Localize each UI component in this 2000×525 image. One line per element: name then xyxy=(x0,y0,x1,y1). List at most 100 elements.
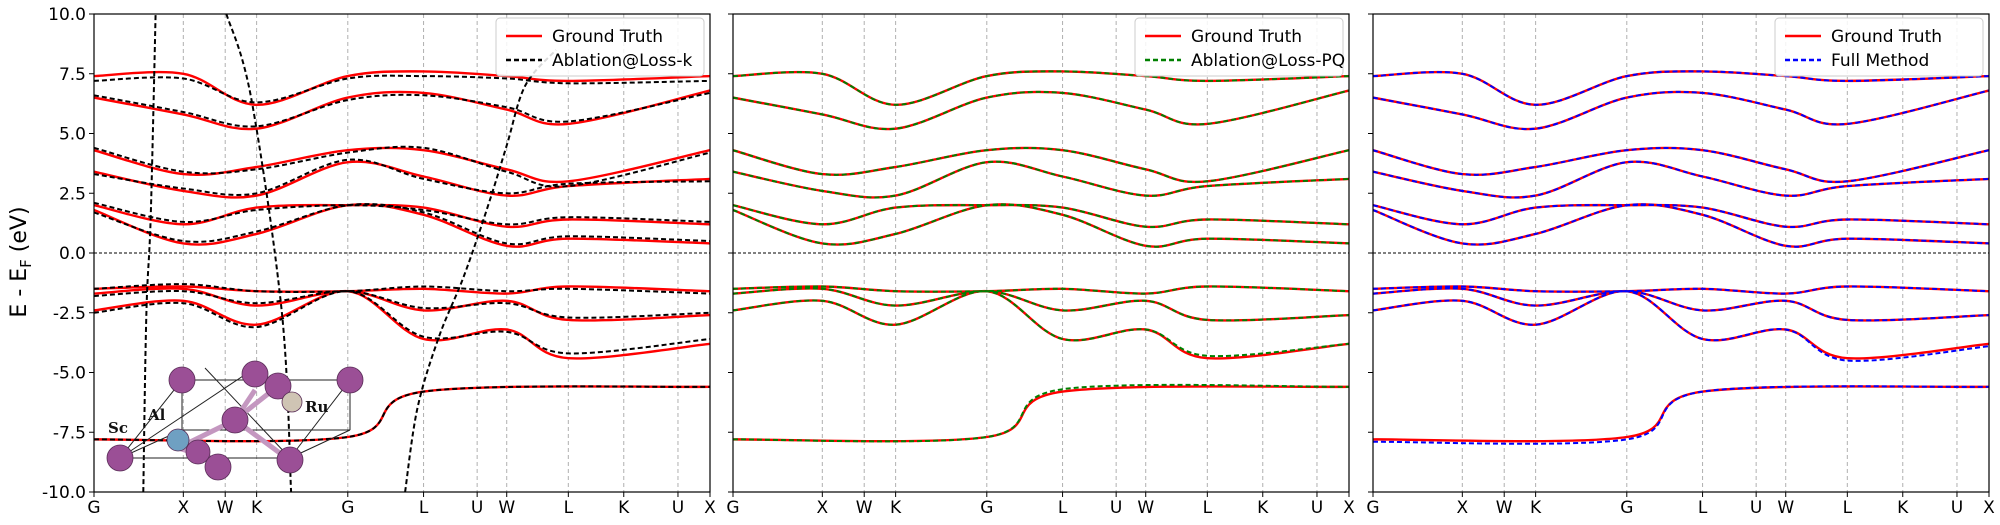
y-tick-label: -7.5 xyxy=(53,423,86,443)
legend-box xyxy=(495,17,705,77)
x-tick-label: L xyxy=(1058,498,1068,518)
model-band xyxy=(94,158,710,196)
model-band xyxy=(733,89,1349,131)
x-tick-label: U xyxy=(1311,498,1323,518)
model-band xyxy=(1373,203,1989,248)
x-tick-label: W xyxy=(217,498,234,518)
ground-truth-band xyxy=(733,160,1349,199)
model-band xyxy=(94,203,710,246)
y-tick-label: 5.0 xyxy=(59,125,86,145)
ground-truth-band xyxy=(733,146,1349,184)
ground-truth-band xyxy=(94,146,710,184)
model-band xyxy=(404,49,557,492)
model-band xyxy=(733,204,1349,228)
model-band xyxy=(1373,70,1989,106)
ground-truth-band xyxy=(733,287,1349,322)
ground-truth-band xyxy=(94,89,710,131)
ground-truth-band xyxy=(94,289,710,360)
x-tick-label: K xyxy=(1530,498,1542,518)
model-band xyxy=(733,290,1349,358)
ground-truth-band xyxy=(1373,146,1989,184)
x-tick-label: W xyxy=(1137,498,1154,518)
ground-truth-band xyxy=(1373,289,1989,360)
x-tick-label: K xyxy=(618,498,630,518)
y-tick-label: 0.0 xyxy=(59,244,86,264)
model-band xyxy=(1373,385,1989,445)
x-tick-label: W xyxy=(856,498,873,518)
y-tick-label: -10.0 xyxy=(42,483,86,503)
y-axis-label: E - EF (eV) xyxy=(7,206,35,317)
ground-truth-band xyxy=(1373,385,1989,443)
model-band xyxy=(94,201,710,226)
x-tick-label: X xyxy=(816,498,828,518)
x-tick-label: U xyxy=(1110,498,1122,518)
ground-truth-band xyxy=(94,285,710,295)
x-tick-label: L xyxy=(1843,498,1853,518)
model-band xyxy=(1373,285,1989,295)
model-band xyxy=(733,146,1349,183)
unit-cell-edge xyxy=(119,367,256,459)
model-band xyxy=(733,160,1349,199)
legend-label: Ground Truth xyxy=(1191,27,1302,47)
atom xyxy=(166,428,190,452)
x-tick-label: W xyxy=(498,498,515,518)
atom xyxy=(276,446,304,474)
x-tick-label: L xyxy=(1698,498,1708,518)
atom xyxy=(106,444,134,472)
atom-label: Al xyxy=(147,406,166,424)
model-band xyxy=(94,283,710,295)
legend: Ground Truth Ablation@Loss-PQ xyxy=(1134,17,1345,77)
x-tick-label: L xyxy=(419,498,429,518)
atom xyxy=(204,453,232,481)
x-tick-label: X xyxy=(1456,498,1468,518)
legend-label: Full Method xyxy=(1831,51,1929,71)
ground-truth-band xyxy=(94,203,710,229)
x-tick-label: K xyxy=(1257,498,1269,518)
model-band xyxy=(225,14,293,492)
legend: Ground Truth Ablation@Loss-k xyxy=(495,17,705,77)
model-band xyxy=(1373,160,1989,199)
x-tick-label: W xyxy=(1496,498,1513,518)
bands xyxy=(733,70,1349,443)
model-band xyxy=(1373,146,1989,183)
legend-label: Ground Truth xyxy=(1831,27,1942,47)
model-band xyxy=(1373,89,1989,131)
model-band xyxy=(733,285,1349,295)
x-tick-label: U xyxy=(471,498,483,518)
model-band xyxy=(142,14,157,492)
atom xyxy=(336,366,364,394)
y-tick-label: 10.0 xyxy=(48,5,86,25)
ground-truth-band xyxy=(1373,160,1989,199)
ground-truth-band xyxy=(733,385,1349,443)
x-tick-label: L xyxy=(564,498,574,518)
legend-label: Ablation@Loss-k xyxy=(552,51,693,71)
ground-truth-band xyxy=(94,160,710,199)
model-band xyxy=(94,290,710,355)
x-tick-label: X xyxy=(704,498,716,518)
panels: -10.0-7.5-5.0-2.50.02.55.07.510.0G X W K G L U… xyxy=(42,5,1995,518)
x-tick-label: W xyxy=(1777,498,1794,518)
model-band xyxy=(94,290,710,319)
x-tick-label: U xyxy=(1750,498,1762,518)
x-tick-label: X xyxy=(1343,498,1355,518)
model-band xyxy=(94,91,710,128)
atom xyxy=(221,406,249,434)
model-band xyxy=(733,287,1349,322)
x-tick-label: G xyxy=(980,498,993,518)
model-band xyxy=(94,74,710,104)
x-tick-label: G xyxy=(1366,498,1379,518)
model-band xyxy=(733,70,1349,106)
x-tick-label: K xyxy=(890,498,902,518)
x-tick-label: K xyxy=(251,498,263,518)
y-tick-label: -5.0 xyxy=(53,364,86,384)
ground-truth-band xyxy=(733,289,1349,360)
atom-label: Ru xyxy=(305,398,328,416)
x-tick-label: U xyxy=(1951,498,1963,518)
model-band xyxy=(1373,290,1989,362)
bands xyxy=(94,14,710,492)
model-band xyxy=(733,383,1349,443)
x-tick-label: U xyxy=(672,498,684,518)
x-tick-label: L xyxy=(1203,498,1213,518)
unit-cell-edge xyxy=(289,379,351,459)
